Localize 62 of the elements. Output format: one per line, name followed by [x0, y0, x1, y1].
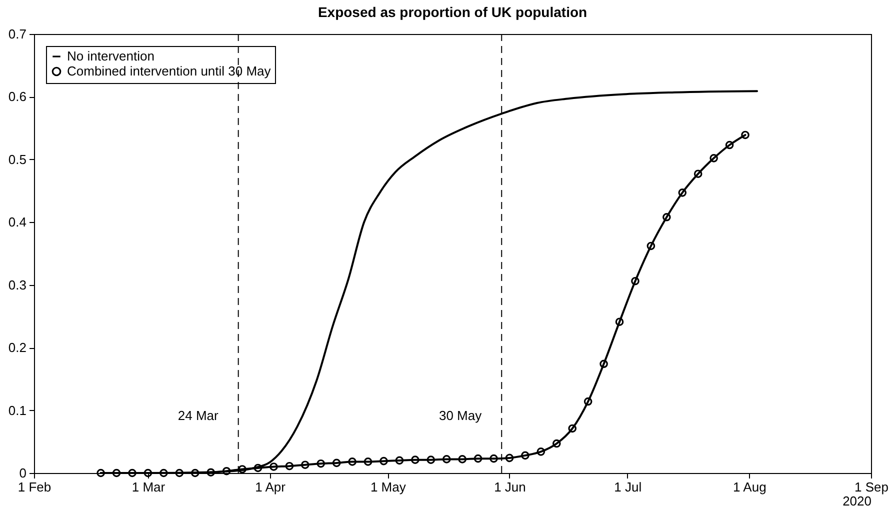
point — [175, 468, 184, 478]
point — [285, 462, 294, 470]
x-tick-label: 1 Mar — [132, 480, 166, 494]
legend-label: Combined intervention until 30 May — [67, 64, 272, 78]
point — [474, 454, 482, 463]
point — [380, 456, 388, 466]
y-tick-label: 0.5 — [8, 152, 26, 167]
point — [458, 455, 466, 464]
point — [238, 465, 246, 474]
x-tick-label: 1 Jun — [494, 480, 526, 494]
point — [426, 456, 436, 464]
point — [112, 468, 121, 478]
point — [348, 458, 356, 466]
point — [552, 439, 561, 448]
x-tick-label: 1 Apr — [255, 480, 286, 494]
point — [694, 170, 702, 178]
point — [536, 448, 546, 456]
chart-title: Exposed as proportion of UK population — [318, 4, 588, 20]
point — [584, 397, 592, 406]
x-tick-label: 1 Sep — [854, 480, 888, 494]
x-axis-title: 2020 — [842, 494, 872, 508]
point — [615, 318, 624, 326]
point — [364, 458, 372, 466]
point — [631, 276, 640, 286]
point — [411, 456, 420, 464]
y-tick-label: 0.6 — [8, 89, 26, 104]
point — [568, 424, 577, 433]
point — [662, 212, 671, 222]
point — [222, 466, 231, 476]
point — [678, 188, 687, 197]
point — [190, 468, 200, 478]
point — [600, 360, 608, 368]
point — [332, 458, 341, 468]
point — [254, 464, 262, 472]
point — [160, 468, 168, 478]
point — [395, 456, 404, 465]
point — [710, 154, 718, 162]
point — [646, 242, 656, 250]
ref-line-label: 24 Mar — [178, 408, 219, 423]
x-tick-label: 1 May — [370, 480, 406, 494]
point — [505, 454, 514, 462]
point — [270, 462, 278, 471]
x-tick-label: 1 Feb — [18, 480, 52, 494]
x-tick-label: 1 Jul — [614, 480, 642, 494]
point — [442, 455, 451, 464]
y-tick-label: 0.3 — [8, 277, 26, 292]
point — [490, 454, 498, 463]
point — [300, 460, 310, 469]
ref-line-label: 30 May — [438, 408, 482, 423]
legend-label: No intervention — [67, 48, 154, 64]
x-tick-label: 1 Aug — [733, 480, 766, 494]
y-tick-label: 0.7 — [8, 26, 26, 42]
point — [206, 468, 215, 477]
point — [521, 451, 530, 460]
point — [128, 468, 136, 478]
y-tick-label: 0 — [19, 466, 26, 480]
point — [725, 140, 734, 150]
y-tick-label: 0.4 — [8, 214, 26, 230]
point — [316, 459, 326, 468]
point — [144, 468, 152, 478]
y-tick-label: 0.1 — [8, 402, 26, 418]
y-tick-label: 0.2 — [8, 340, 26, 356]
